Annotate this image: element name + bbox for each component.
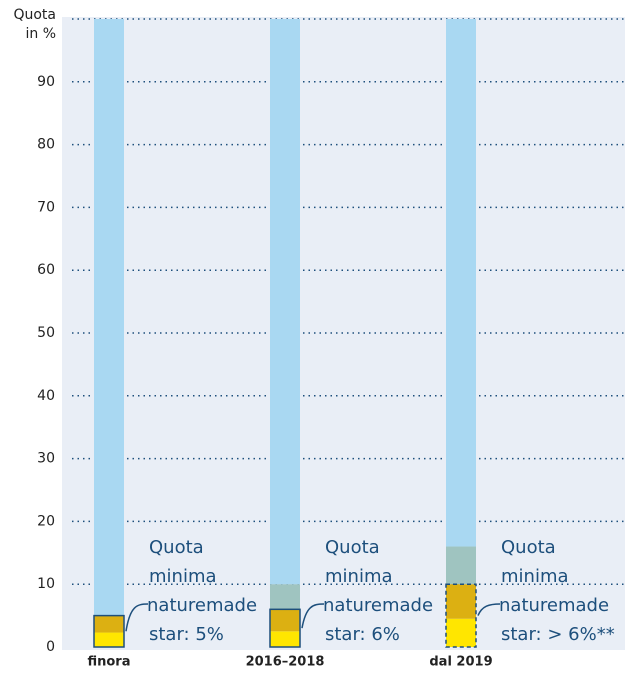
annotation-connector <box>125 603 149 632</box>
bar-segment <box>94 19 124 616</box>
y-axis-label: Quota <box>13 7 56 23</box>
annotation-connector <box>477 603 501 616</box>
annotation-text: Quota <box>501 537 556 558</box>
x-tick-label: dal 2019 <box>429 655 492 670</box>
bar-segment <box>94 615 124 633</box>
y-tick-label: 90 <box>37 74 55 90</box>
annotation-text: Quota <box>149 537 204 558</box>
annotation-text: Quota <box>325 537 380 558</box>
annotation-text: star: > 6%** <box>501 624 615 645</box>
bar-segment <box>446 584 476 619</box>
bar-segment <box>446 19 476 547</box>
y-tick-label: 80 <box>37 137 55 153</box>
annotation-connector <box>301 603 325 629</box>
y-tick-label: 60 <box>37 262 55 278</box>
annotation-text: minima <box>325 566 393 587</box>
y-tick-label: 30 <box>37 451 55 467</box>
annotation-outline <box>269 608 301 648</box>
y-tick-label: 40 <box>37 388 55 404</box>
bar-segment <box>270 609 300 632</box>
y-tick-label: 70 <box>37 199 55 215</box>
bar-segment <box>270 19 300 585</box>
y-tick-label: 50 <box>37 325 55 341</box>
x-tick-label: 2016–2018 <box>246 655 325 670</box>
x-tick-label: finora <box>87 655 130 670</box>
y-tick-label: 0 <box>46 639 55 655</box>
bar-segment <box>446 546 476 585</box>
annotation-text: minima <box>501 566 569 587</box>
bar-segment <box>94 632 124 647</box>
bar-segment <box>270 631 300 647</box>
annotation-text: naturemade <box>323 595 433 616</box>
annotation-outline <box>445 583 477 648</box>
annotation-text: star: 5% <box>149 624 224 645</box>
annotation-text: naturemade <box>499 595 609 616</box>
annotation-text: star: 6% <box>325 624 400 645</box>
annotation-outline <box>93 614 125 648</box>
annotation-text: naturemade <box>147 595 257 616</box>
annotation-text: minima <box>149 566 217 587</box>
y-axis-label: in % <box>25 26 56 42</box>
y-tick-label: 10 <box>37 576 55 592</box>
y-tick-label: 20 <box>37 513 55 529</box>
bar-segment <box>446 618 476 647</box>
bar-segment <box>270 584 300 610</box>
